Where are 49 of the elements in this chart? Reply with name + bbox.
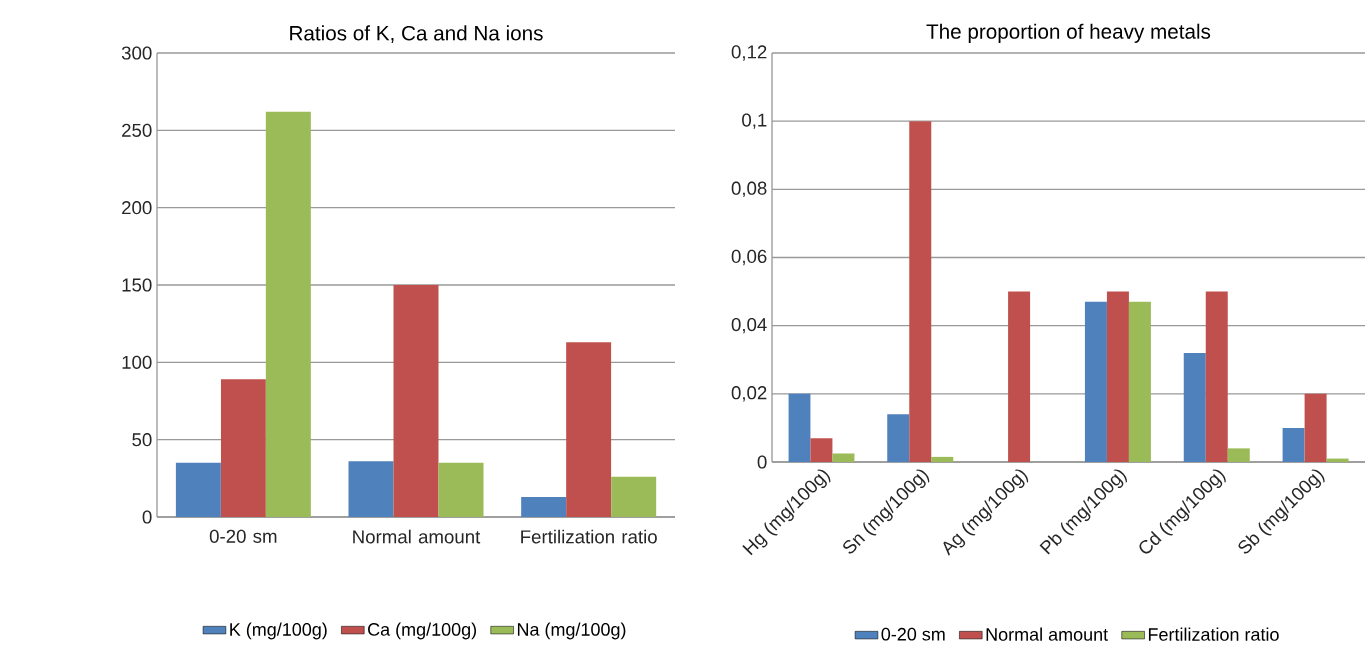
y-tick-label: 100 [122, 355, 152, 369]
y-tick-label: 50 [132, 433, 152, 447]
y-tick-label: 0,1 [742, 113, 767, 129]
bar [175, 462, 221, 517]
y-tick-label: 0,04 [731, 317, 767, 334]
legend-label: 0-20 sm [881, 627, 945, 641]
bar [393, 285, 439, 517]
bar [220, 379, 266, 517]
legend-label: K (mg/100g) [230, 622, 327, 640]
legend-label: Ca (mg/100g) [368, 622, 477, 640]
bar [611, 476, 657, 517]
x-tick-label: Fertilization ratio [521, 529, 657, 544]
legend-label: Fertilization ratio [1148, 627, 1279, 641]
legend-label: Na (mg/100g) [517, 622, 626, 640]
chart-title: Ratios of K, Ca and Na ions [290, 25, 543, 43]
bar [1183, 352, 1206, 462]
y-tick-label: 300 [121, 46, 152, 60]
y-tick-label: 250 [122, 123, 152, 137]
y-tick-label: 0,02 [731, 386, 767, 402]
bar [909, 121, 932, 462]
bar [1205, 291, 1228, 462]
bar [1128, 301, 1151, 462]
bar [348, 461, 394, 517]
y-tick-label: 0,08 [731, 181, 767, 198]
bar [1084, 301, 1107, 462]
x-tick-label: Normal amount [353, 529, 481, 544]
bar [566, 342, 612, 517]
bar [1304, 393, 1327, 462]
bar [832, 453, 855, 462]
bar [1106, 291, 1129, 462]
bar [887, 414, 910, 462]
bar [788, 393, 811, 462]
bar [1227, 448, 1250, 462]
y-tick-label: 200 [122, 201, 152, 215]
y-tick-label: 0 [757, 455, 767, 469]
bar [521, 496, 567, 517]
y-tick-label: 0,06 [731, 249, 767, 266]
y-tick-label: 150 [122, 278, 152, 292]
bar [810, 438, 833, 462]
chart-title: The proportion of heavy metals [926, 23, 1211, 43]
bar [931, 456, 954, 462]
bar [1008, 291, 1031, 462]
bar [265, 111, 311, 517]
x-tick-label: 0-20 sm [209, 529, 277, 543]
y-tick-label: 0,12 [731, 45, 767, 61]
bar [1282, 427, 1305, 462]
y-tick-label: 0 [142, 510, 152, 524]
legend-label: Normal amount [986, 627, 1108, 641]
bar [438, 462, 484, 517]
